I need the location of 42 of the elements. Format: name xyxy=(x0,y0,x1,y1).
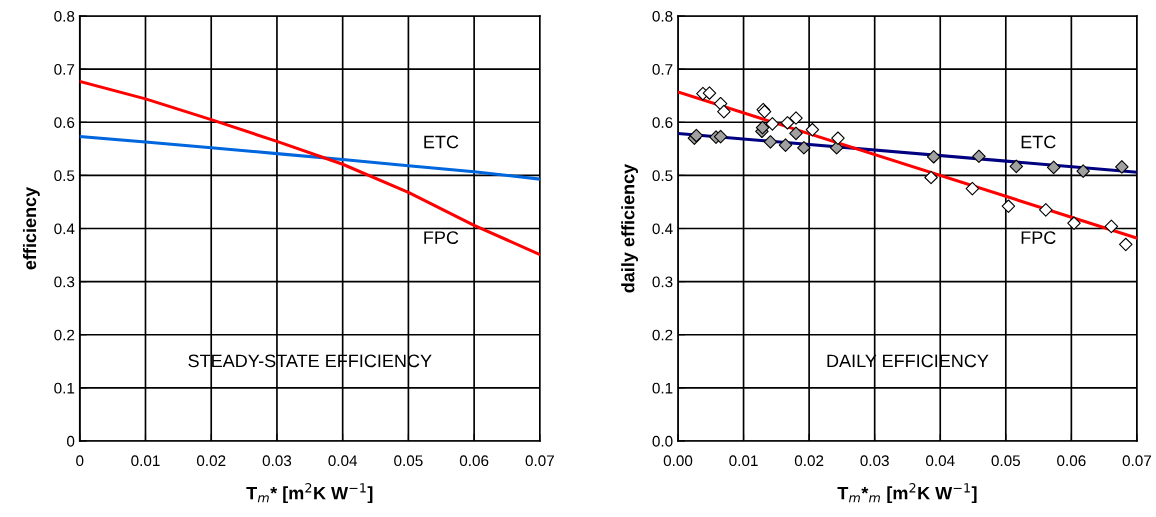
x-tick-label: 0.06 xyxy=(1057,455,1086,467)
y-tick-label: 0.5 xyxy=(54,170,75,182)
annotation: ETC xyxy=(1021,135,1056,149)
x-tick-label: 0.06 xyxy=(459,455,489,467)
x-tick-label: 0.07 xyxy=(525,455,554,467)
x-tick-label: 0.02 xyxy=(794,455,824,467)
y-tick-label: 0.6 xyxy=(54,117,75,128)
x-tick-label: 0.01 xyxy=(729,455,758,467)
x-tick-label: 0.01 xyxy=(131,455,160,467)
x-tick-label: 0.03 xyxy=(860,455,889,467)
x-tick-label: 0.05 xyxy=(394,455,423,467)
y-tick-label: 0.7 xyxy=(54,64,75,75)
y-tick-label: 0.0 xyxy=(652,435,673,447)
y-tick-label: 0.6 xyxy=(652,117,673,128)
x-tick-label: 0.05 xyxy=(991,455,1021,467)
y-tick-label: 0.3 xyxy=(652,276,673,288)
x-tick-label: 0.04 xyxy=(925,455,955,467)
annotation: FPC xyxy=(1021,231,1056,244)
y-tick-label: 0.1 xyxy=(54,382,75,394)
y-tick-label: 0.5 xyxy=(652,170,673,182)
y-tick-label: 0.3 xyxy=(54,276,75,288)
y-tick-label: 0.2 xyxy=(652,329,673,341)
y-tick-label: 0.8 xyxy=(652,10,673,22)
y-axis-title: efficiency xyxy=(22,186,40,270)
text: T$_{m}$*$_{m}$ [m$^{2}$K W$^{−1}$] xyxy=(837,483,977,504)
x-tick-label: 0.00 xyxy=(663,455,693,467)
y-tick-label: 0 xyxy=(67,435,75,447)
x-tick-label: 0.07 xyxy=(1122,455,1152,467)
y-tick-label: 0.4 xyxy=(54,223,75,235)
x-axis-title: T$_{m}$* [m$^{2}$K W$^{−1}$] xyxy=(246,483,373,504)
y-axis-title: daily efficiency xyxy=(621,163,639,293)
y-tick-label: 0.7 xyxy=(652,64,673,75)
y-tick-label: 0.8 xyxy=(54,10,75,22)
annotation: FPC xyxy=(424,231,459,244)
annotation: ETC xyxy=(424,135,459,149)
x-tick-label: 0.02 xyxy=(196,455,226,467)
x-tick-label: 0.04 xyxy=(328,455,358,467)
y-tick-label: 0.4 xyxy=(652,223,673,235)
y-tick-label: 0.2 xyxy=(54,329,75,341)
x-tick-label: 0.03 xyxy=(262,455,292,467)
x-tick-label: 0 xyxy=(76,455,84,467)
y-tick-label: 0.1 xyxy=(652,382,673,394)
